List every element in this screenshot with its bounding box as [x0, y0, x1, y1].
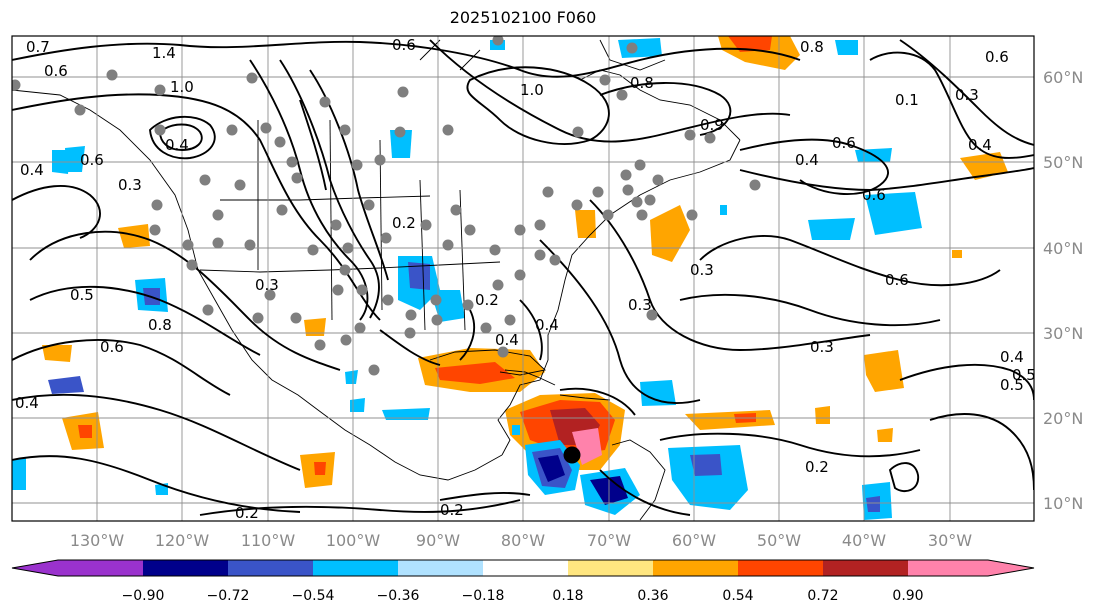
contour-label: 0.4: [535, 316, 559, 334]
colorbar-tick: 0.90: [892, 588, 923, 604]
contour-label: 0.6: [862, 186, 886, 204]
contour-label: 0.3: [628, 296, 652, 314]
contour-label: 0.1: [895, 91, 919, 109]
colorbar-extend-low: [12, 560, 58, 576]
colorbar-tick: −0.36: [377, 588, 420, 604]
map-title: 2025102100 F060: [449, 8, 597, 27]
lat-label: 30°N: [1043, 324, 1083, 343]
lat-label: 50°N: [1043, 153, 1083, 172]
colorbar-tick: 0.36: [637, 588, 668, 604]
colorbar-tick: −0.54: [292, 588, 335, 604]
contour-label: 0.9: [700, 116, 724, 134]
lat-label: 20°N: [1043, 409, 1083, 428]
contour-labels: 0.7 0.6 1.4 1.0 0.4 0.3 0.4 0.6 0.6 0.8 …: [15, 36, 1036, 522]
lon-label: 110°W: [241, 531, 296, 550]
storm-center-marker: [563, 446, 581, 464]
contour-label: 0.6: [44, 62, 68, 80]
contour-label: 1.0: [520, 81, 544, 99]
contour-label: 0.6: [80, 151, 104, 169]
contour-label: 0.6: [885, 271, 909, 289]
contour-label: 0.2: [392, 214, 416, 232]
contour-label: 0.8: [148, 316, 172, 334]
colorbar-tick: −0.72: [207, 588, 250, 604]
contour-label: 0.5: [1012, 366, 1036, 384]
colorbar-tick: 0.54: [722, 588, 753, 604]
colorbar-extend-high: [988, 560, 1034, 576]
lon-label: 50°W: [757, 531, 801, 550]
contour-label: 0.4: [795, 151, 819, 169]
colorbar-tick: 0.18: [552, 588, 583, 604]
contour-label: 0.6: [832, 134, 856, 152]
contour-label: 0.6: [100, 338, 124, 356]
lon-label: 60°W: [672, 531, 716, 550]
contour-label: 0.4: [165, 136, 189, 154]
contour-label: 0.2: [235, 504, 259, 522]
lat-label: 40°N: [1043, 239, 1083, 258]
contour-label: 0.2: [475, 291, 499, 309]
contour-label: 1.4: [152, 44, 176, 62]
contour-label: 0.2: [440, 501, 464, 519]
colorbar: −0.90 −0.72 −0.54 −0.36 −0.18 0.18 0.36 …: [11, 559, 1035, 604]
contour-label: 0.4: [968, 136, 992, 154]
contour-label: 1.0: [170, 78, 194, 96]
contour-label: 0.3: [690, 261, 714, 279]
contour-lines: [12, 39, 1034, 516]
lon-label: 90°W: [416, 531, 460, 550]
lon-label: 40°W: [842, 531, 886, 550]
contour-label: 0.6: [392, 36, 416, 54]
latitude-axis: 60°N 50°N 40°N 30°N 20°N 10°N: [1043, 68, 1083, 513]
contour-label: 0.3: [255, 276, 279, 294]
coastlines: [12, 39, 741, 521]
map-frame: [11, 35, 1035, 522]
lon-label: 80°W: [501, 531, 545, 550]
contour-label: 0.7: [26, 38, 50, 56]
contour-label: 0.3: [810, 338, 834, 356]
contour-label: 0.8: [630, 74, 654, 92]
contour-label: 0.4: [15, 394, 39, 412]
lon-label: 70°W: [587, 531, 631, 550]
contour-label: 0.4: [1000, 348, 1024, 366]
contour-label: 0.3: [118, 176, 142, 194]
lat-label: 10°N: [1043, 494, 1083, 513]
contour-label: 0.5: [1000, 376, 1024, 394]
contour-label: 0.4: [20, 161, 44, 179]
colorbar-tick: −0.18: [462, 588, 505, 604]
contour-label: 0.6: [985, 48, 1009, 66]
lat-label: 60°N: [1043, 68, 1083, 87]
station-dots: [12, 36, 761, 376]
longitude-axis: 130°W 120°W 110°W 100°W 90°W 80°W 70°W 6…: [70, 531, 972, 550]
graticule: [12, 36, 1034, 521]
colorbar-tick: −0.90: [122, 588, 165, 604]
contour-label: 0.5: [70, 286, 94, 304]
contour-label: 0.3: [955, 86, 979, 104]
contour-label: 0.4: [495, 331, 519, 349]
lon-label: 120°W: [155, 531, 210, 550]
lon-label: 130°W: [70, 531, 125, 550]
colorbar-tick: 0.72: [807, 588, 838, 604]
contour-label: 0.2: [805, 458, 829, 476]
anomaly-shading: [12, 36, 1008, 520]
lon-label: 100°W: [326, 531, 381, 550]
lon-label: 30°W: [928, 531, 972, 550]
contour-label: 0.8: [800, 38, 824, 56]
